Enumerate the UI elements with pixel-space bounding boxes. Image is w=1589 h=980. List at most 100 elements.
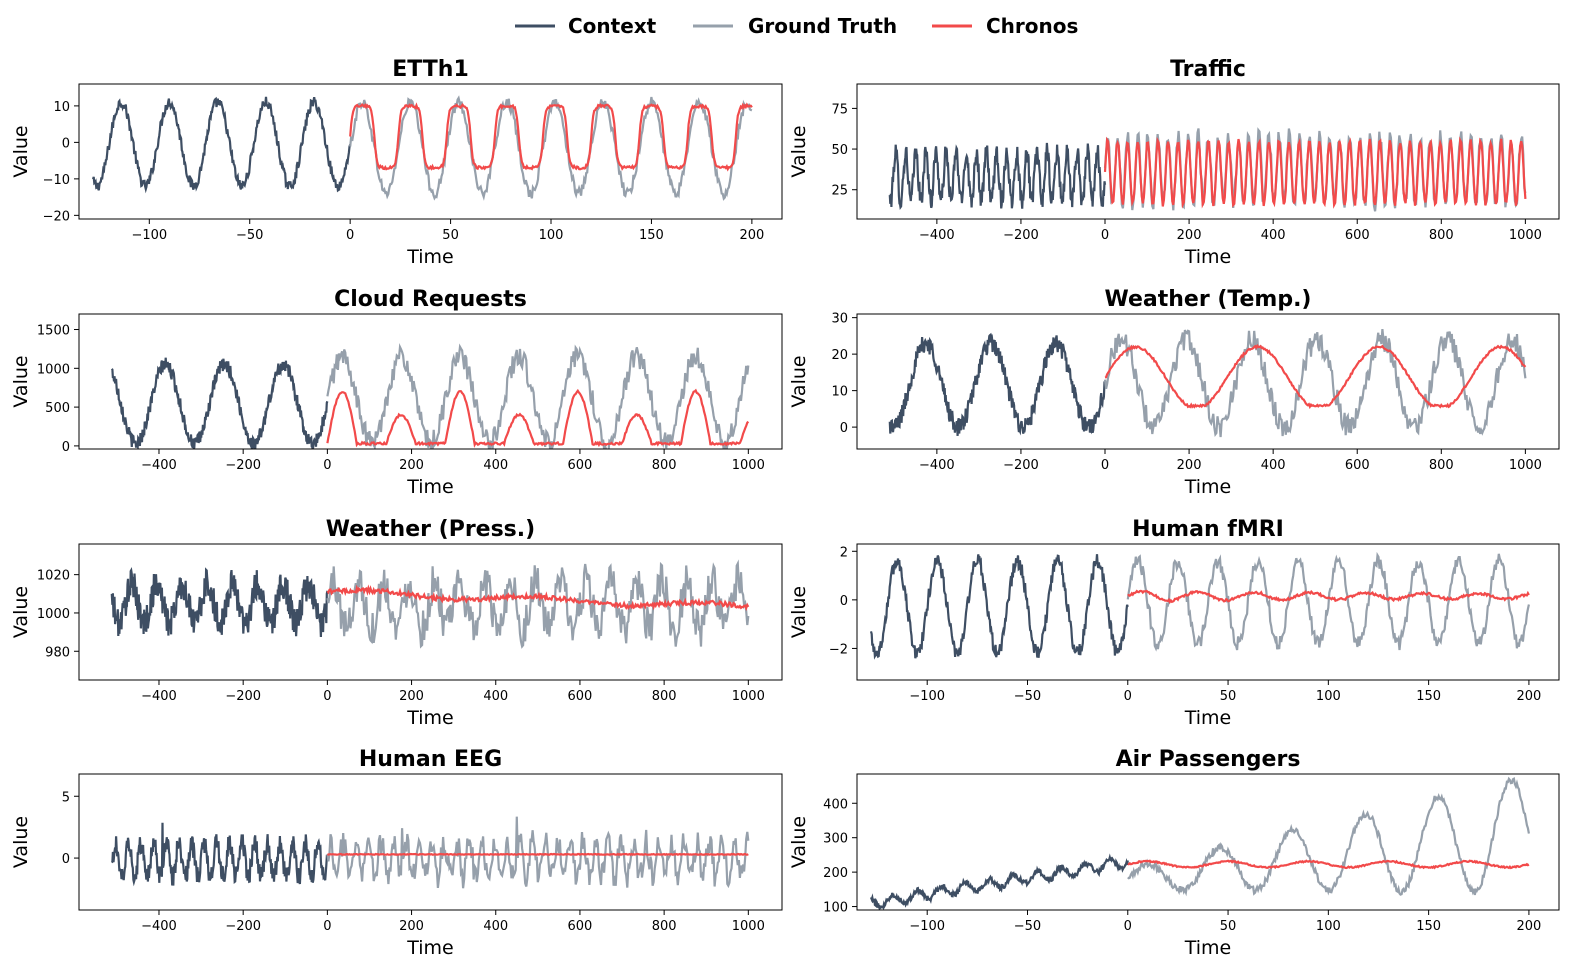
plot-frame [78, 313, 783, 450]
x-tick-label: 200 [399, 689, 424, 704]
x-tick-label: 200 [1517, 689, 1542, 704]
plot-frame [856, 313, 1560, 450]
x-tick-label: −100 [131, 228, 167, 243]
x-tick-label: −50 [1014, 919, 1041, 934]
plot-frame [78, 83, 783, 220]
x-tick-label: 150 [1416, 689, 1441, 704]
y-tick-label: 1020 [37, 569, 70, 584]
context-series [110, 566, 329, 638]
y-tick-label: 20 [831, 348, 848, 363]
chronos-series [1127, 859, 1530, 870]
x-tick-label: 200 [1177, 228, 1202, 243]
x-tick-label: 800 [652, 689, 677, 704]
chronos-series [326, 584, 750, 611]
x-axis-label: Time [406, 707, 454, 729]
x-tick-label: 800 [652, 919, 677, 934]
chart-title: Weather (Press.) [326, 517, 535, 542]
x-tick-label: 600 [568, 458, 593, 473]
x-tick-label: 600 [568, 919, 593, 934]
x-axis-label: Time [1184, 707, 1232, 729]
ground-truth-series [349, 95, 753, 201]
y-tick-label: 2 [840, 545, 848, 560]
y-tick-label: 980 [45, 645, 70, 660]
y-tick-label: 1000 [37, 607, 70, 622]
plot-frame [856, 543, 1560, 681]
y-tick-label: 10 [53, 100, 70, 115]
chart-human-eeg: Human EEG −400 −200 0 200 400 600 800 1000 0 5 Time… [10, 747, 783, 959]
y-tick-label: 200 [823, 866, 848, 881]
x-tick-label: 1000 [1509, 458, 1542, 473]
y-tick-label: 500 [45, 401, 70, 416]
x-tick-label: −50 [236, 228, 263, 243]
y-axis-label: Value [788, 355, 810, 407]
y-tick-label: 0 [840, 421, 848, 436]
x-tick-label: 400 [1261, 228, 1286, 243]
chart-title: Human EEG [359, 747, 502, 772]
x-tick-label: 800 [652, 458, 677, 473]
x-tick-label: 1000 [732, 919, 765, 934]
context-series [110, 357, 329, 449]
context-series [110, 822, 329, 887]
ground-truth-series [1103, 328, 1527, 438]
y-tick-label: 1500 [37, 324, 70, 339]
x-tick-label: 600 [1345, 228, 1370, 243]
x-tick-label: −200 [225, 919, 261, 934]
y-tick-label: 300 [823, 832, 848, 847]
chart-air-passengers: Air Passengers −100 −50 0 50 100 150 200 100 200 3… [788, 747, 1560, 959]
x-tick-label: 1000 [732, 689, 765, 704]
chart-title: Cloud Requests [334, 287, 527, 312]
ground-truth-series [326, 559, 750, 649]
y-axis-label: Value [788, 586, 810, 638]
chart-title: Human fMRI [1132, 517, 1284, 542]
x-tick-label: 0 [346, 228, 354, 243]
y-tick-label: 1000 [37, 362, 70, 377]
context-series [888, 142, 1107, 210]
x-tick-label: 400 [483, 689, 508, 704]
chart-traffic: Traffic −400 −200 0 200 400 600 800 1000 25 50 75 Ti… [788, 57, 1560, 268]
x-tick-label: 50 [1220, 919, 1237, 934]
y-tick-label: 50 [831, 143, 848, 158]
ground-truth-series [1126, 551, 1530, 652]
plot-frame [856, 773, 1560, 911]
chronos-series [349, 102, 753, 172]
chart-cloud-requests: Cloud Requests −400 −200 0 200 400 600 800 1000 0… [10, 287, 783, 498]
x-axis-label: Time [406, 476, 454, 498]
y-axis-label: Value [10, 586, 32, 638]
y-tick-label: 400 [823, 797, 848, 812]
context-series [92, 96, 352, 194]
chart-human-fmri: Human fMRI −100 −50 0 50 100 150 200 −2 0 2 Time Val… [788, 517, 1560, 729]
x-tick-label: 50 [1220, 689, 1237, 704]
x-tick-label: 0 [1101, 228, 1109, 243]
y-tick-label: 0 [62, 440, 70, 455]
y-tick-label: 5 [62, 790, 70, 805]
x-tick-label: 100 [1316, 919, 1341, 934]
x-tick-label: 50 [442, 228, 459, 243]
y-tick-label: 0 [840, 594, 848, 609]
x-tick-label: −400 [141, 919, 177, 934]
chronos-series [1127, 589, 1530, 605]
plot-frame [856, 83, 1560, 220]
x-tick-label: 200 [399, 919, 424, 934]
x-tick-label: 150 [639, 228, 664, 243]
x-axis-label: Time [1184, 476, 1232, 498]
ground-truth-series [1127, 776, 1530, 897]
x-tick-label: −200 [1003, 228, 1039, 243]
plot-frame [78, 543, 783, 681]
y-axis-label: Value [10, 125, 32, 177]
x-tick-label: −400 [141, 458, 177, 473]
x-tick-label: 600 [1345, 458, 1370, 473]
x-tick-label: 800 [1429, 458, 1454, 473]
context-series [869, 554, 1129, 660]
x-tick-label: 400 [483, 919, 508, 934]
x-tick-label: −400 [919, 458, 955, 473]
chart-title: Weather (Temp.) [1104, 287, 1311, 312]
x-tick-label: 0 [323, 458, 331, 473]
x-axis-label: Time [406, 937, 454, 959]
y-axis-label: Value [10, 355, 32, 407]
x-tick-label: 400 [483, 458, 508, 473]
chart-weather-press: Weather (Press.) −400 −200 0 200 400 600 800 100… [10, 517, 783, 729]
x-tick-label: 200 [399, 458, 424, 473]
chronos-series [326, 852, 749, 856]
y-tick-label: 10 [831, 385, 848, 400]
ground-truth-series [326, 816, 750, 889]
